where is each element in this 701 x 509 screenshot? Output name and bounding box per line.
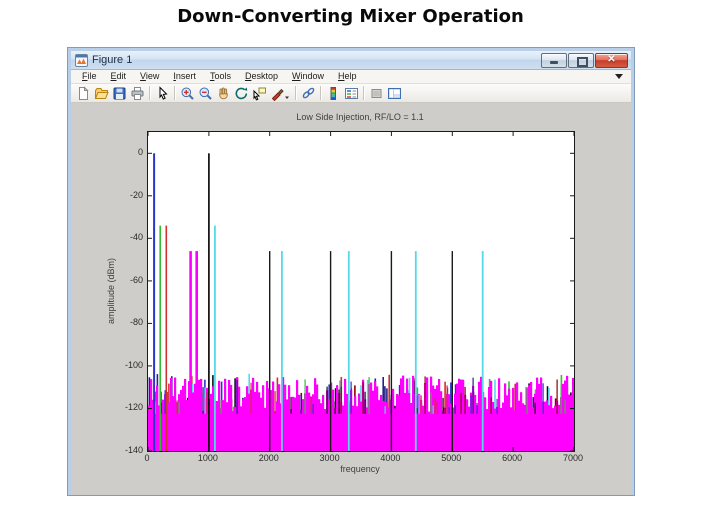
menu-item-help[interactable]: Help (338, 71, 357, 81)
window-titlebar[interactable]: Figure 1 ✕ (71, 51, 631, 70)
toolbar-group (299, 85, 317, 101)
y-tick-label: -40 (129, 232, 143, 243)
hide-plot-tools-icon (369, 86, 384, 101)
figure-window: Figure 1 ✕ File Edit View Insert Tools Deskto… (68, 48, 634, 495)
y-tick-label: -120 (124, 402, 143, 413)
figure-canvas: Low Side Injection, RF/LO = 1.1 amplitud… (71, 103, 631, 495)
toolbar-separator (295, 86, 296, 100)
y-axis-label: amplitude (dBm) (106, 257, 116, 325)
plot-title: Low Side Injection, RF/LO = 1.1 (296, 112, 424, 122)
x-tick-label: 1000 (197, 453, 218, 463)
menu-item-file[interactable]: File (82, 71, 97, 81)
insert-colorbar-icon (326, 86, 341, 101)
insert-legend-button[interactable] (342, 85, 360, 101)
insert-legend-icon (344, 86, 359, 101)
x-tick-label: 3000 (319, 453, 340, 463)
x-tick-label: 5000 (441, 453, 462, 463)
zoom-in-icon (180, 86, 195, 101)
insert-colorbar-button[interactable] (324, 85, 342, 101)
y-tick-label: -80 (129, 317, 143, 328)
data-cursor-button[interactable] (250, 85, 268, 101)
menu-item-desktop[interactable]: Desktop (244, 71, 278, 81)
plot-area[interactable] (147, 131, 575, 452)
minimize-button[interactable] (541, 53, 567, 68)
show-plot-tools-button[interactable] (385, 85, 403, 101)
y-tick-label: -100 (124, 359, 143, 370)
save-figure-button[interactable] (110, 85, 128, 101)
matlab-figure-icon (75, 53, 88, 67)
menu-bar: File Edit View Insert Tools Desktop Window Help (71, 70, 631, 84)
zoom-out-button[interactable] (196, 85, 214, 101)
hide-plot-tools-button[interactable] (367, 85, 385, 101)
minimize-icon (550, 61, 558, 64)
new-file-icon (76, 85, 91, 101)
zoom-out-icon (198, 86, 213, 101)
x-tick-label: 4000 (380, 453, 401, 463)
rotate-3d-button[interactable] (232, 85, 250, 101)
brush-data-icon (270, 86, 290, 101)
y-tick-label: -60 (129, 274, 143, 285)
print-figure-button[interactable] (128, 85, 146, 101)
link-plot-button[interactable] (299, 85, 317, 101)
close-button[interactable]: ✕ (595, 53, 628, 68)
zoom-in-button[interactable] (178, 85, 196, 101)
pan-icon (216, 86, 231, 101)
edit-arrow-button[interactable] (153, 85, 171, 101)
toolbar-group (324, 85, 360, 101)
spectrum-plot (148, 132, 574, 451)
menu-item-edit[interactable]: Edit (110, 71, 127, 81)
print-figure-icon (130, 86, 145, 101)
toolbar-separator (363, 86, 364, 100)
toolbar-group (74, 85, 146, 101)
new-file-button[interactable] (74, 85, 92, 101)
link-plot-icon (301, 86, 316, 101)
y-tick-label: -20 (129, 189, 143, 200)
toolbar-group (367, 85, 403, 101)
toolbar-separator (149, 86, 150, 100)
toolbar-group (178, 85, 292, 101)
pan-button[interactable] (214, 85, 232, 101)
y-tick-label: -140 (124, 445, 143, 455)
window-controls: ✕ (541, 53, 628, 68)
maximize-icon (577, 57, 588, 67)
rotate-3d-icon (234, 86, 249, 101)
x-tick-label: 7000 (562, 453, 584, 463)
maximize-button[interactable] (568, 53, 594, 68)
data-cursor-icon (252, 86, 267, 101)
open-file-icon (94, 86, 109, 101)
menu-item-view[interactable]: View (140, 71, 160, 81)
y-tick-label: 0 (137, 147, 143, 158)
menu-item-window[interactable]: Window (291, 71, 324, 81)
toolbar (71, 84, 631, 103)
x-tick-label: 0 (144, 453, 150, 463)
toolbar-separator (174, 86, 175, 100)
x-axis-label: frequency (340, 464, 380, 474)
brush-data-button[interactable] (268, 85, 292, 101)
open-file-button[interactable] (92, 85, 110, 101)
page-title: Down-Converting Mixer Operation (177, 6, 524, 27)
edit-arrow-icon (155, 85, 170, 101)
menu-item-tools[interactable]: Tools (209, 71, 231, 81)
save-figure-icon (112, 86, 127, 101)
toolbar-group (153, 85, 171, 101)
show-plot-tools-icon (387, 86, 402, 101)
x-tick-label: 2000 (258, 453, 279, 463)
toolbar-separator (320, 86, 321, 100)
window-title: Figure 1 (92, 54, 133, 66)
close-icon: ✕ (607, 54, 616, 65)
menu-overflow-icon[interactable] (615, 74, 623, 79)
x-tick-label: 6000 (502, 453, 523, 463)
menu-item-insert[interactable]: Insert (173, 71, 196, 81)
